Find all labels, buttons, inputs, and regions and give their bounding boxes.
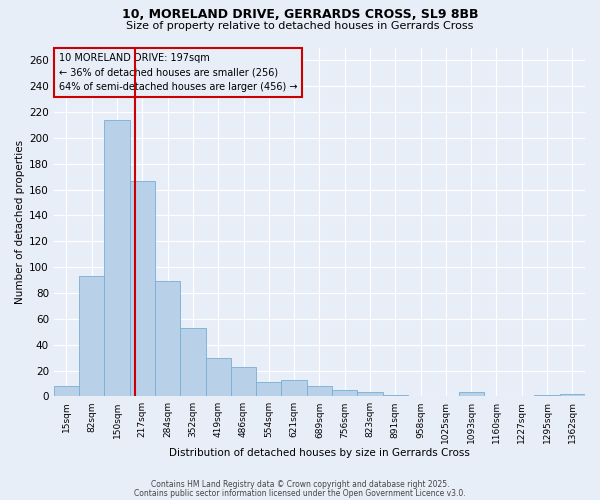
Text: Contains HM Land Registry data © Crown copyright and database right 2025.: Contains HM Land Registry data © Crown c… — [151, 480, 449, 489]
Bar — [307, 386, 332, 396]
Bar — [79, 276, 104, 396]
Bar — [256, 382, 281, 396]
Bar — [54, 386, 79, 396]
Bar — [358, 392, 383, 396]
Text: 10, MORELAND DRIVE, GERRARDS CROSS, SL9 8BB: 10, MORELAND DRIVE, GERRARDS CROSS, SL9 … — [122, 8, 478, 20]
Text: Contains public sector information licensed under the Open Government Licence v3: Contains public sector information licen… — [134, 488, 466, 498]
Bar — [206, 358, 231, 397]
Bar — [231, 366, 256, 396]
Bar — [130, 180, 155, 396]
Text: Size of property relative to detached houses in Gerrards Cross: Size of property relative to detached ho… — [127, 21, 473, 31]
Bar — [281, 380, 307, 396]
Text: 10 MORELAND DRIVE: 197sqm
← 36% of detached houses are smaller (256)
64% of semi: 10 MORELAND DRIVE: 197sqm ← 36% of detac… — [59, 52, 298, 92]
Bar — [332, 390, 358, 396]
Bar — [535, 395, 560, 396]
Bar — [104, 120, 130, 396]
Bar — [560, 394, 585, 396]
Bar — [180, 328, 206, 396]
Bar — [383, 395, 408, 396]
Bar — [458, 392, 484, 396]
Y-axis label: Number of detached properties: Number of detached properties — [15, 140, 25, 304]
Bar — [155, 282, 180, 397]
X-axis label: Distribution of detached houses by size in Gerrards Cross: Distribution of detached houses by size … — [169, 448, 470, 458]
